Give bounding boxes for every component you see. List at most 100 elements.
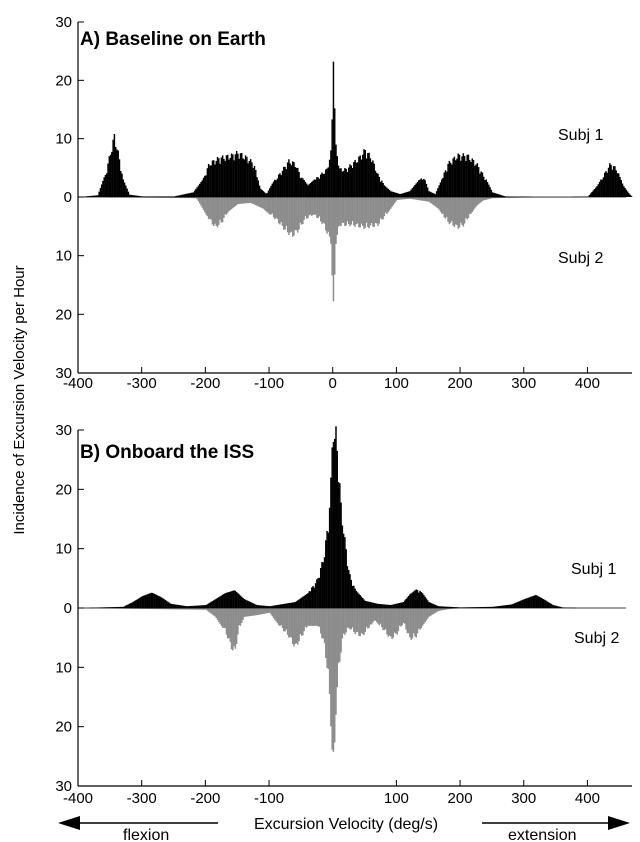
bar	[410, 189, 412, 197]
bar	[252, 168, 254, 197]
x-axis-label: Excursion Velocity (deg/s)	[254, 816, 438, 833]
bar	[92, 195, 94, 197]
bar	[555, 605, 558, 608]
bar	[444, 606, 447, 608]
bar	[605, 171, 607, 197]
bar	[218, 608, 220, 622]
bar	[485, 606, 488, 608]
bar	[155, 594, 158, 608]
bar	[263, 605, 266, 608]
bar	[345, 168, 347, 197]
x-tick-label: -100	[254, 375, 284, 392]
bar	[477, 197, 480, 205]
bar	[294, 602, 296, 608]
bar	[205, 605, 207, 608]
bar	[244, 197, 247, 204]
bar	[355, 162, 358, 197]
bar	[150, 592, 153, 608]
bar	[277, 604, 280, 608]
extension-arrow: extension	[482, 816, 630, 842]
bar	[311, 608, 313, 626]
bar	[228, 591, 230, 608]
bar	[452, 197, 454, 226]
bar	[381, 197, 383, 220]
bar	[241, 197, 243, 204]
bar	[623, 186, 625, 197]
bar	[142, 608, 145, 609]
bar	[235, 591, 238, 608]
bar	[432, 603, 434, 608]
bar	[425, 598, 428, 608]
bar	[621, 183, 624, 197]
bar	[362, 608, 364, 635]
bar	[449, 197, 452, 223]
bar	[279, 173, 281, 197]
bar	[167, 197, 169, 198]
bar	[527, 597, 530, 608]
bar	[173, 197, 175, 198]
bar	[293, 197, 295, 236]
bar	[311, 587, 313, 608]
bar	[447, 197, 449, 222]
bar	[336, 608, 338, 688]
bar	[360, 197, 363, 224]
bar	[209, 608, 211, 613]
bar	[118, 159, 121, 197]
bar	[446, 606, 448, 608]
bar	[331, 608, 333, 750]
bar	[368, 152, 370, 197]
bar	[286, 603, 289, 608]
bar	[183, 197, 186, 199]
bar	[253, 166, 256, 197]
bar	[136, 599, 139, 608]
bar	[598, 181, 601, 197]
bar	[629, 194, 631, 197]
bar	[293, 162, 295, 197]
bar	[300, 197, 303, 225]
x-tick-label: 300	[511, 375, 536, 392]
bar	[354, 197, 356, 227]
bar	[412, 197, 415, 200]
bar	[249, 197, 252, 203]
bar	[154, 608, 156, 610]
bar	[349, 197, 351, 227]
bar	[547, 602, 550, 608]
bar	[476, 197, 479, 206]
x-tick-label: -100	[254, 790, 284, 807]
bar	[410, 608, 412, 640]
bar	[191, 197, 193, 199]
bar	[127, 604, 130, 608]
bar	[283, 197, 285, 230]
bar	[251, 608, 253, 616]
y-tick-label: 10	[55, 659, 72, 676]
bar	[190, 605, 192, 608]
bar	[387, 604, 389, 608]
bar	[588, 194, 591, 197]
bar	[429, 608, 431, 617]
bar	[342, 608, 345, 634]
bar	[123, 606, 126, 608]
bar	[237, 197, 239, 205]
bar	[123, 182, 126, 197]
bar	[265, 608, 267, 614]
bar	[176, 195, 178, 197]
bar	[369, 602, 372, 608]
bar	[448, 197, 451, 225]
bar	[522, 599, 524, 608]
bar	[137, 195, 140, 197]
bar	[523, 599, 526, 608]
bar	[260, 197, 262, 208]
bar	[238, 158, 240, 197]
bar	[170, 608, 173, 610]
bar	[337, 482, 340, 608]
bar	[353, 197, 355, 226]
bar	[308, 608, 310, 626]
bar	[146, 594, 149, 608]
bar	[299, 598, 302, 608]
bar	[262, 608, 265, 614]
bar	[480, 607, 482, 608]
bar	[164, 608, 167, 610]
bar	[286, 197, 289, 233]
bar	[502, 605, 504, 608]
bar	[402, 197, 405, 200]
